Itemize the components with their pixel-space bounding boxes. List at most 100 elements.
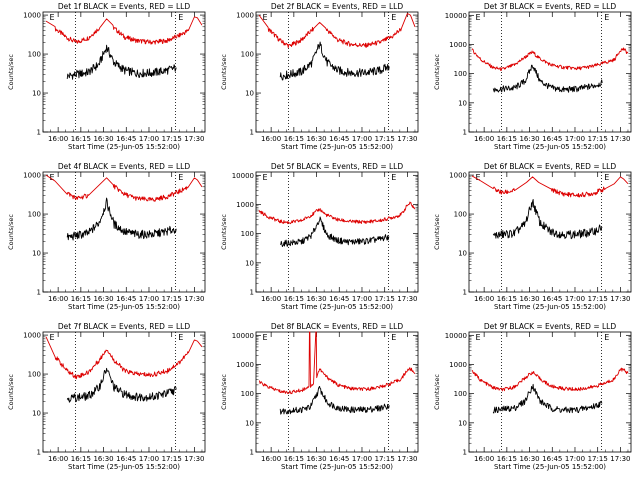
x-tick-label: 16:30 xyxy=(93,455,113,463)
x-tick-label: 17:15 xyxy=(375,295,395,303)
x-tick-label: 17:30 xyxy=(610,295,630,303)
y-tick-label: 10 xyxy=(458,99,467,107)
y-tick-label: 100 xyxy=(28,371,41,379)
lld-series-line xyxy=(471,47,629,71)
event-marker-label: E xyxy=(263,13,268,22)
event-marker-label: E xyxy=(391,333,396,342)
x-tick-label: 17:00 xyxy=(139,135,159,143)
y-axis-label: Counts/sec xyxy=(220,54,228,90)
event-marker-label: E xyxy=(263,333,268,342)
detector-chart: Det 5f BLACK = Events, RED = LLD 1 10 100 10… xyxy=(220,162,419,311)
x-tick-label: 16:30 xyxy=(519,135,539,143)
detector-panel: Det 3f BLACK = Events, RED = LLD 1 10 100 10… xyxy=(426,0,639,160)
x-tick-label: 16:15 xyxy=(497,135,517,143)
y-axis-label: Counts/sec xyxy=(433,214,441,250)
plot-frame xyxy=(255,171,419,293)
chart-title: Det 9f BLACK = Events, RED = LLD xyxy=(484,322,617,331)
events-series-line xyxy=(492,64,603,93)
x-tick-label: 17:30 xyxy=(610,455,630,463)
event-marker-label: E xyxy=(476,173,481,182)
events-series-line xyxy=(66,44,177,80)
y-tick-label: 10 xyxy=(458,419,467,427)
y-tick-label: 100 xyxy=(241,230,254,238)
detector-panel: Det 8f BLACK = Events, RED = LLD 1 10 100 10… xyxy=(213,320,426,480)
y-axis-label: Counts/sec xyxy=(433,374,441,410)
x-tick-label: 17:00 xyxy=(139,455,159,463)
y-tick-label: 1000 xyxy=(23,172,41,180)
detector-chart: Det 2f BLACK = Events, RED = LLD 1 10 100 10… xyxy=(220,2,419,151)
event-marker-label: E xyxy=(604,173,609,182)
lld-series-line xyxy=(258,201,416,225)
events-series-line xyxy=(280,216,390,248)
event-marker-label: E xyxy=(263,173,268,182)
event-marker-label: E xyxy=(50,173,55,182)
detector-chart: Det 9f BLACK = Events, RED = LLD 1 10 100 10… xyxy=(433,322,632,471)
events-series-line xyxy=(66,197,177,241)
event-marker-label: E xyxy=(391,13,396,22)
event-marker-label: E xyxy=(50,13,55,22)
event-marker-label: E xyxy=(178,173,183,182)
lld-series-line xyxy=(258,331,416,395)
x-tick-label: 17:30 xyxy=(397,455,417,463)
y-tick-label: 10 xyxy=(245,259,254,267)
x-tick-label: 16:30 xyxy=(306,455,326,463)
detector-chart: Det 6f BLACK = Events, RED = LLD 1 10 100 10… xyxy=(433,162,632,311)
y-tick-label: 1000 xyxy=(23,332,41,340)
x-tick-label: 16:15 xyxy=(71,455,91,463)
y-tick-label: 1000 xyxy=(23,12,41,20)
y-tick-label: 10 xyxy=(458,250,467,258)
y-tick-label: 100 xyxy=(241,51,254,59)
x-tick-label: 16:00 xyxy=(48,295,68,303)
x-tick-label: 16:00 xyxy=(261,455,281,463)
detector-panel: Det 5f BLACK = Events, RED = LLD 1 10 100 10… xyxy=(213,160,426,320)
lld-series-line xyxy=(45,174,203,202)
x-tick-label: 17:15 xyxy=(162,135,182,143)
x-tick-label: 16:00 xyxy=(48,455,68,463)
y-tick-label: 1 xyxy=(250,289,254,297)
y-axis-label: Counts/sec xyxy=(7,54,15,90)
y-tick-label: 1000 xyxy=(236,361,254,369)
lld-series-line xyxy=(45,16,203,45)
chart-title: Det 5f BLACK = Events, RED = LLD xyxy=(271,162,404,171)
lld-series-line xyxy=(45,336,203,380)
plot-frame xyxy=(42,11,206,133)
lld-series-line xyxy=(258,13,416,49)
x-tick-label: 17:15 xyxy=(375,455,395,463)
x-tick-label: 16:15 xyxy=(284,135,304,143)
events-series-line xyxy=(66,367,177,403)
detector-panel: Det 1f BLACK = Events, RED = LLD 1 10 100 10… xyxy=(0,0,213,160)
x-tick-label: 17:15 xyxy=(588,455,608,463)
chart-title: Det 4f BLACK = Events, RED = LLD xyxy=(58,162,191,171)
y-tick-label: 100 xyxy=(28,51,41,59)
lld-series-line xyxy=(471,175,629,198)
y-tick-label: 1 xyxy=(37,449,41,457)
y-tick-label: 1000 xyxy=(236,12,254,20)
x-tick-label: 16:15 xyxy=(71,135,91,143)
y-axis-label: Counts/sec xyxy=(433,54,441,90)
x-tick-label: 16:45 xyxy=(329,135,349,143)
plot-frame xyxy=(42,171,206,293)
y-axis-label: Counts/sec xyxy=(220,374,228,410)
x-tick-label: 17:15 xyxy=(375,135,395,143)
event-marker-label: E xyxy=(178,333,183,342)
x-tick-label: 17:00 xyxy=(139,295,159,303)
y-tick-label: 10 xyxy=(245,419,254,427)
plot-frame xyxy=(468,171,632,293)
events-series-line xyxy=(279,385,390,415)
y-tick-label: 1000 xyxy=(236,201,254,209)
x-tick-label: 17:15 xyxy=(162,295,182,303)
y-tick-label: 10 xyxy=(32,250,41,258)
x-tick-label: 16:15 xyxy=(284,295,304,303)
x-tick-label: 16:45 xyxy=(116,135,136,143)
detector-chart: Det 4f BLACK = Events, RED = LLD 1 10 100 10… xyxy=(7,162,206,311)
chart-title: Det 7f BLACK = Events, RED = LLD xyxy=(58,322,191,331)
x-tick-label: 16:15 xyxy=(497,295,517,303)
x-tick-label: 16:45 xyxy=(542,135,562,143)
x-tick-label: 17:15 xyxy=(588,295,608,303)
chart-title: Det 2f BLACK = Events, RED = LLD xyxy=(271,2,404,11)
y-axis-label: Counts/sec xyxy=(220,214,228,250)
x-tick-label: 16:00 xyxy=(48,135,68,143)
x-tick-label: 17:30 xyxy=(184,295,204,303)
x-tick-label: 17:00 xyxy=(352,455,372,463)
